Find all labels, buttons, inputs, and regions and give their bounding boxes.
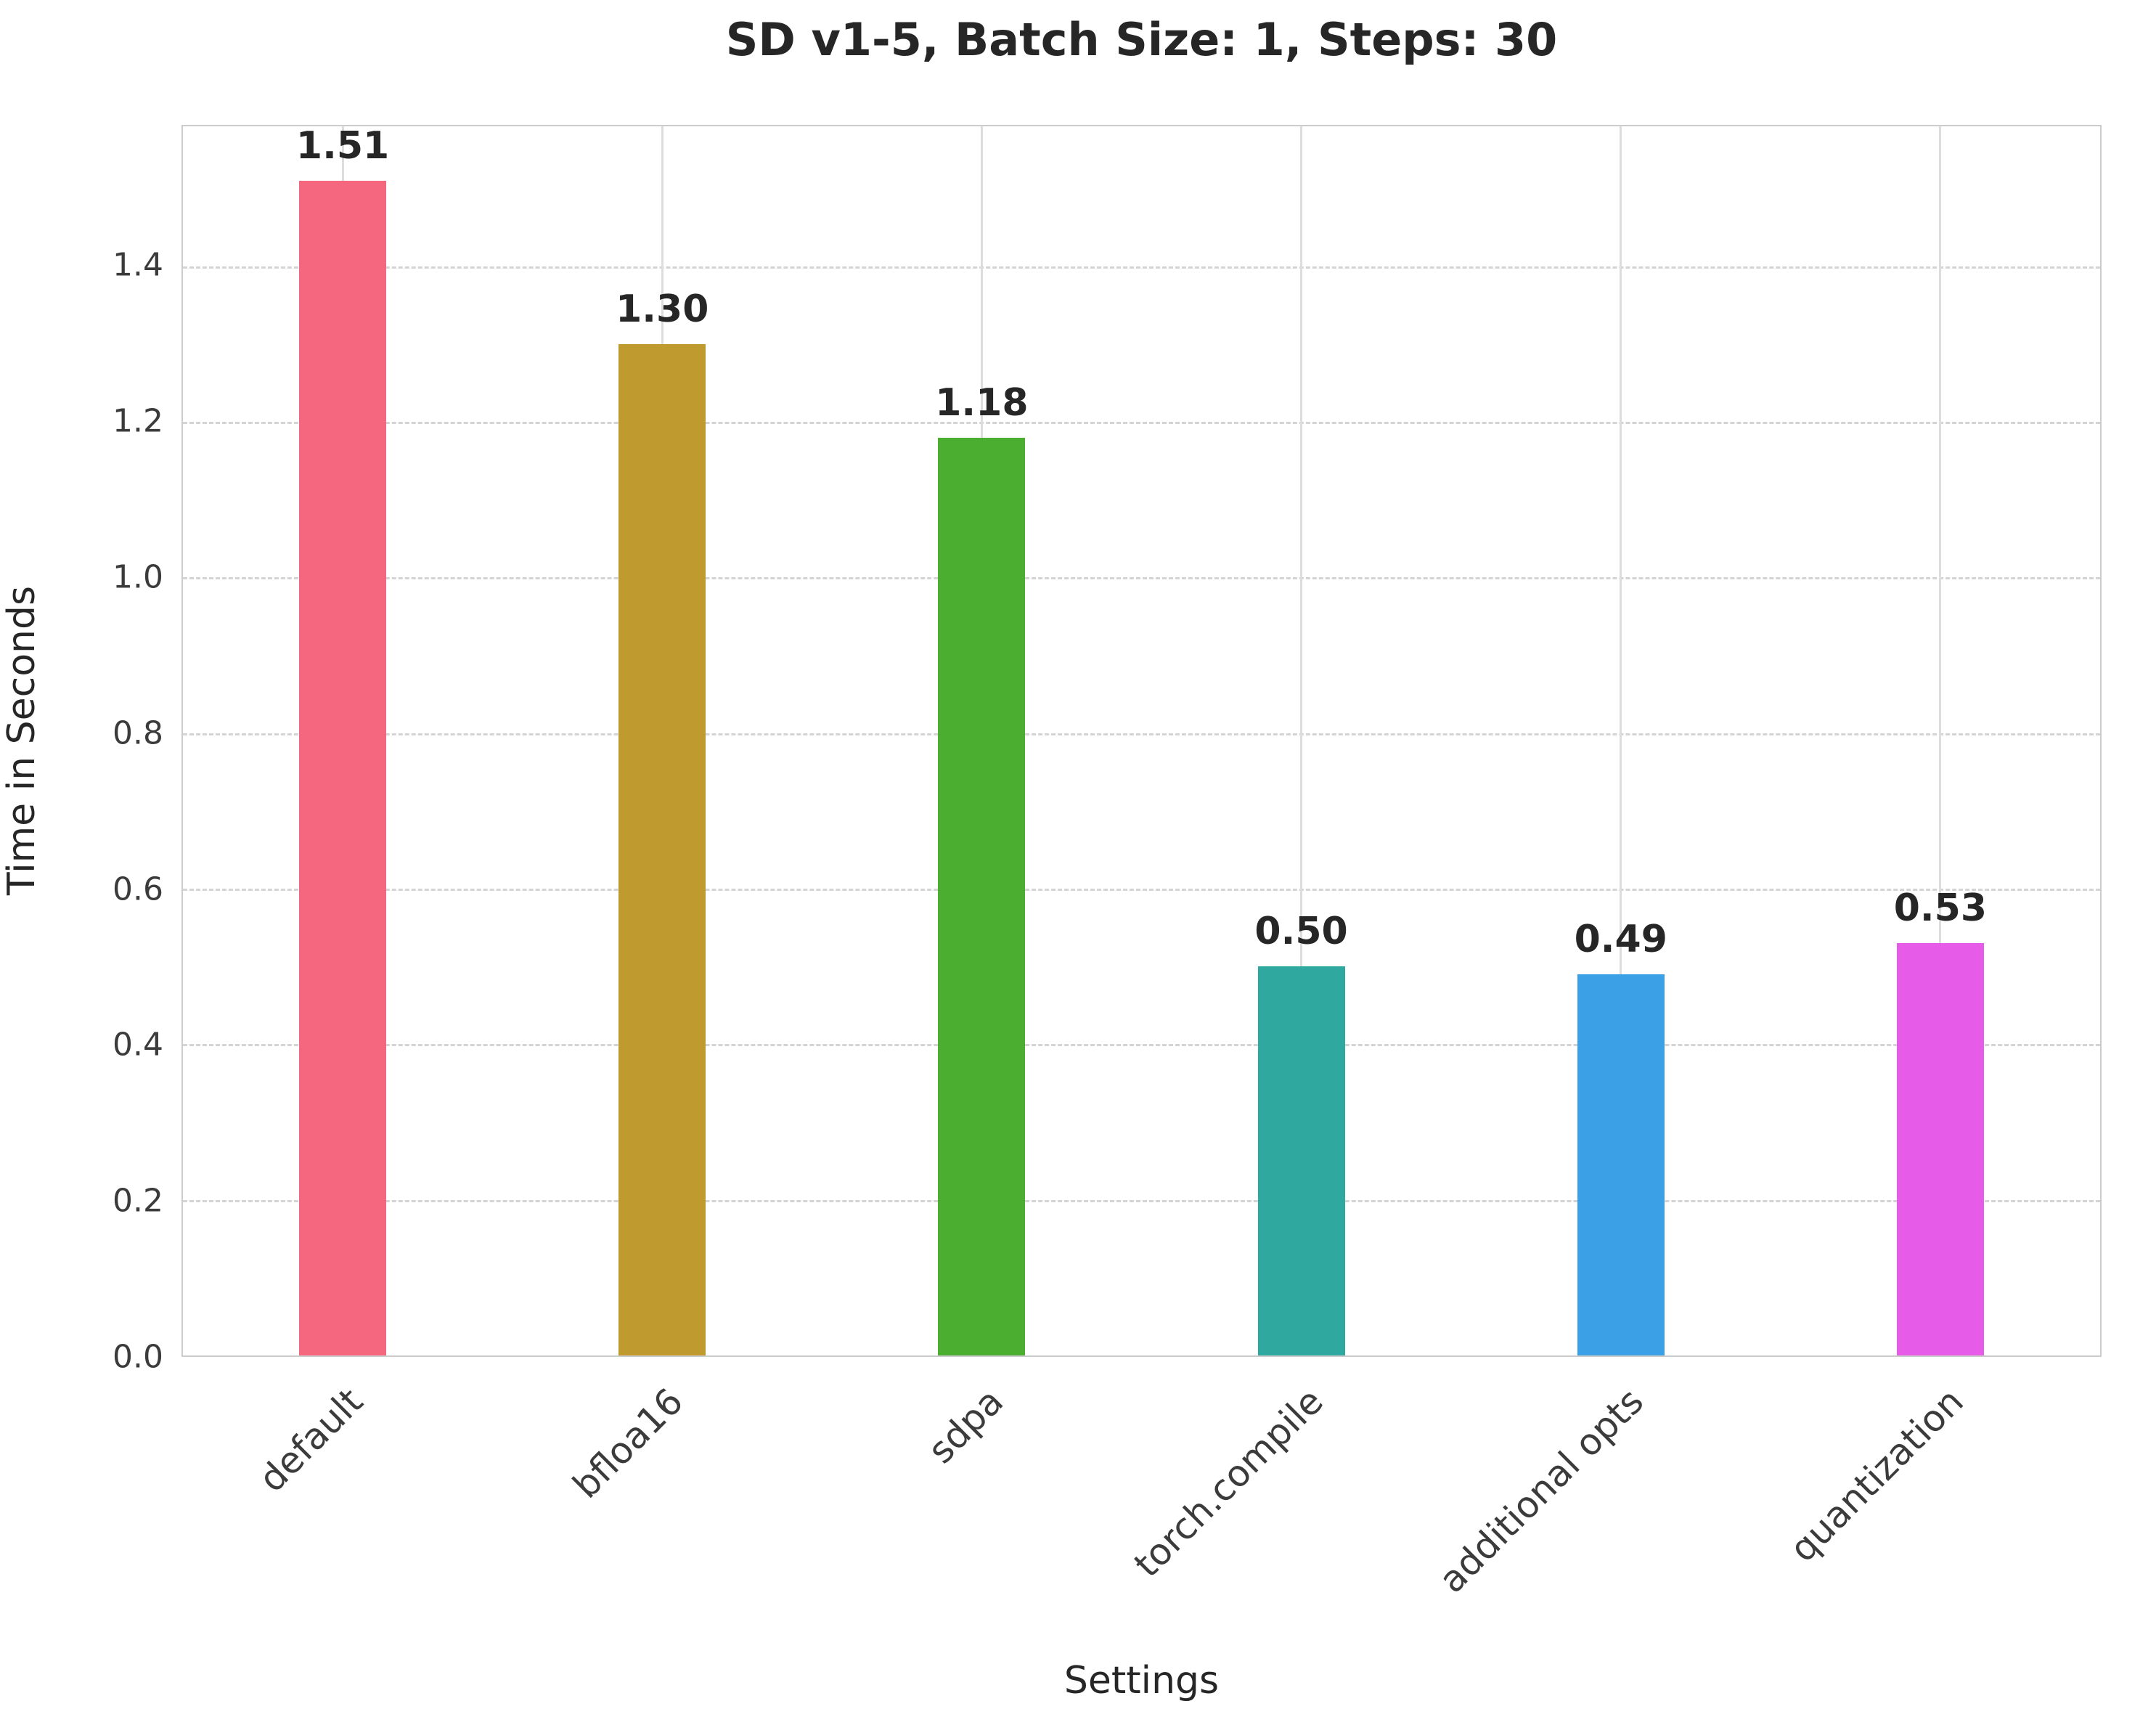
- vertical-gridline: [1939, 126, 1942, 1355]
- y-tick-label: 0.2: [113, 1182, 163, 1220]
- vertical-gridline: [1620, 126, 1622, 1355]
- y-axis-ticks: 0.0 0.2 0.4 0.6 0.8 1.0 1.2 1.4: [0, 125, 163, 1376]
- bar: [1896, 943, 1984, 1355]
- chart-title: SD v1-5, Batch Size: 1, Steps: 30: [725, 13, 1558, 66]
- x-tick-label: additional opts: [1430, 1380, 1651, 1602]
- x-tick-label: default: [251, 1380, 372, 1501]
- y-tick-label: 1.4: [113, 246, 163, 284]
- horizontal-gridline: [183, 889, 2100, 892]
- horizontal-gridline: [183, 1044, 2100, 1047]
- x-tick-label: sdpa: [920, 1380, 1012, 1472]
- bar: [1577, 974, 1665, 1355]
- y-tick-label: 1.2: [113, 402, 163, 440]
- bar: [299, 181, 387, 1355]
- horizontal-gridline: [183, 577, 2100, 580]
- y-tick-label: 0.0: [113, 1338, 163, 1376]
- horizontal-gridline: [183, 266, 2100, 269]
- horizontal-gridline: [183, 1199, 2100, 1202]
- bar: [618, 344, 706, 1355]
- y-tick-label: 0.4: [113, 1026, 163, 1064]
- y-tick-label: 0.6: [113, 870, 163, 908]
- plot-area: 1.51 1.30 1.18 0.50 0.49 0.53: [181, 124, 2102, 1357]
- bar-value-label: 1.30: [616, 288, 709, 332]
- bar-value-label: 1.18: [935, 380, 1029, 425]
- x-tick-label: quantization: [1781, 1380, 1972, 1570]
- y-tick-label: 1.0: [113, 558, 163, 596]
- y-tick-label: 0.8: [113, 714, 163, 752]
- x-tick-label: torch.compile: [1126, 1380, 1331, 1586]
- bar-value-label: 1.51: [295, 124, 390, 168]
- horizontal-gridline: [183, 422, 2100, 425]
- bar: [1257, 966, 1345, 1355]
- x-axis-ticks: default bfloa16 sdpa torch.compile additiona…: [181, 1358, 2102, 1601]
- vertical-gridline: [1300, 126, 1303, 1355]
- bar-value-label: 0.53: [1893, 886, 1988, 931]
- x-axis-label: Settings: [1063, 1659, 1220, 1702]
- bar-value-label: 0.49: [1574, 917, 1667, 961]
- x-tick-label: bfloa16: [565, 1380, 692, 1507]
- bar-value-label: 0.50: [1254, 910, 1348, 954]
- horizontal-gridline: [183, 733, 2100, 735]
- bar: [938, 437, 1026, 1355]
